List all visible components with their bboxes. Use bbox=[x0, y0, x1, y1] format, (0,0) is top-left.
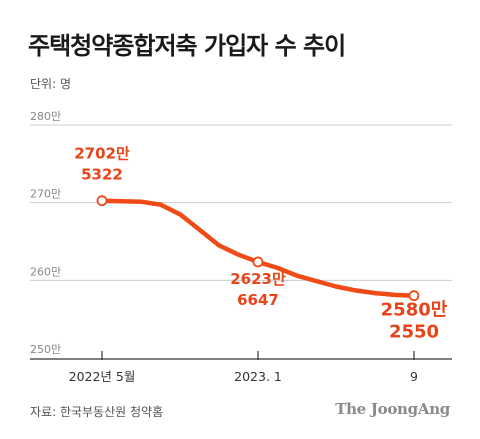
y-tick-label: 280만 bbox=[30, 110, 61, 123]
unit-label: 단위: 명 bbox=[30, 77, 71, 91]
data-point bbox=[252, 256, 264, 268]
data-point bbox=[408, 290, 420, 302]
x-tick-label: 9 bbox=[410, 369, 418, 384]
y-tick-label: 270만 bbox=[30, 188, 61, 201]
data-label-value: 2702만 bbox=[74, 145, 130, 163]
data-label-value: 5322 bbox=[81, 166, 123, 184]
x-tick-label: 2022년 5월 bbox=[69, 369, 136, 384]
y-tick-label: 260만 bbox=[30, 265, 61, 278]
x-tick-label: 2023. 1 bbox=[234, 369, 282, 384]
y-tick-label: 250만 bbox=[30, 343, 61, 356]
data-label-value: 2550 bbox=[389, 322, 439, 343]
data-label-value: 2580만 bbox=[381, 300, 448, 321]
chart-title: 주택청약종합저축 가입자 수 추이 bbox=[28, 32, 346, 60]
data-point bbox=[96, 195, 108, 207]
data-label-value: 2623만 bbox=[230, 270, 286, 288]
brand-logo: The JoongAng bbox=[335, 400, 450, 418]
source-note: 자료: 한국부동산원 청약홈 bbox=[30, 405, 164, 419]
data-label-value: 6647 bbox=[237, 291, 279, 309]
